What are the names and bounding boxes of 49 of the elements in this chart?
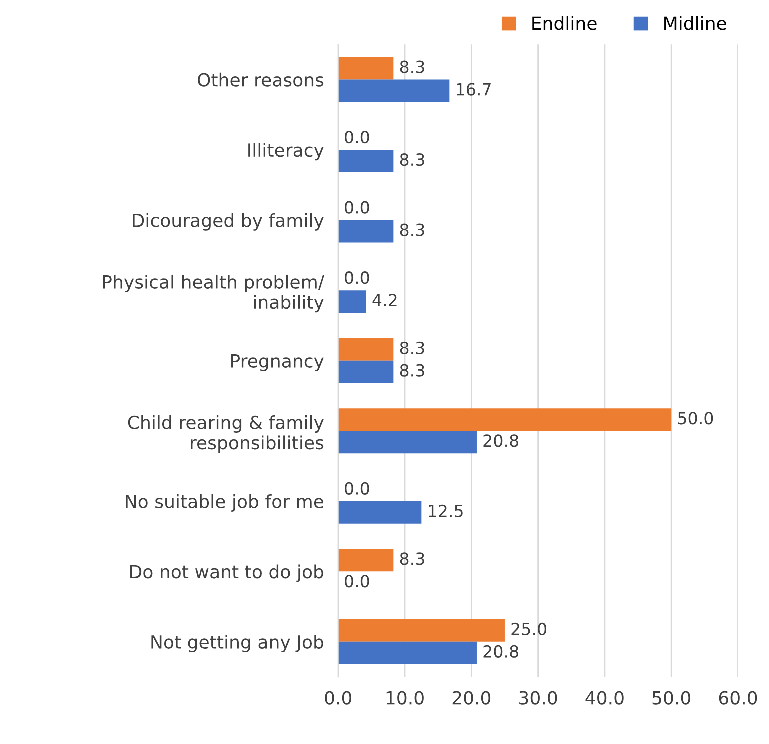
x-tick-label: 30.0: [520, 691, 558, 705]
y-tick-label: Do not want to do job: [130, 564, 324, 582]
y-tick-label: Other reasons: [198, 72, 324, 87]
bar: [338, 360, 394, 384]
data-label: 25.0: [512, 622, 547, 636]
data-label: 0.0: [345, 201, 370, 214]
bar: [338, 501, 422, 524]
bar: [338, 642, 477, 664]
bar: [338, 290, 366, 314]
y-tick-label: Illiteracy: [248, 143, 324, 161]
x-tick-label: 40.0: [586, 691, 624, 705]
data-label: 0.0: [345, 482, 370, 495]
data-label: 20.8: [484, 434, 519, 448]
y-tick-label: Not getting any Job: [152, 635, 324, 653]
bar: [338, 549, 394, 572]
y-tick-label: Child rearing & family responsibilities: [128, 416, 324, 454]
data-label: 8.3: [400, 342, 424, 354]
bar: [338, 338, 394, 361]
y-tick-label: Physical health problem/ inability: [103, 274, 324, 313]
x-tick-label: 60.0: [719, 691, 758, 705]
x-tick-label: 20.0: [452, 691, 491, 705]
data-label: 16.7: [457, 83, 491, 96]
bar: [338, 220, 394, 243]
data-label: 4.2: [372, 294, 397, 306]
bar: [338, 57, 394, 80]
bar: [338, 431, 477, 454]
data-label: 20.8: [484, 645, 519, 658]
bar: [338, 408, 672, 432]
bar: [338, 80, 450, 102]
y-tick-label: Dicouraged by family: [133, 213, 324, 231]
x-tick-label: 0.0: [325, 691, 352, 705]
data-label: 50.0: [678, 412, 714, 425]
data-label: 0.0: [345, 272, 370, 284]
data-label: 0.0: [345, 575, 370, 588]
x-tick-label: 10.0: [386, 691, 424, 705]
data-label: 12.5: [429, 504, 463, 518]
y-tick-label: Pregnancy: [232, 354, 324, 372]
data-label: 8.3: [400, 224, 424, 236]
data-label: 8.3: [400, 154, 424, 166]
x-tick-label: 50.0: [652, 691, 690, 705]
bar: [338, 150, 394, 173]
legend-label: Midline: [664, 16, 726, 30]
data-label: 0.0: [345, 131, 370, 144]
legend-label: Endline: [532, 16, 597, 30]
y-tick-label: No suitable job for me: [126, 494, 324, 512]
data-label: 8.3: [400, 364, 424, 377]
data-label: 8.3: [400, 60, 424, 74]
data-label: 8.3: [400, 552, 424, 566]
bar: [338, 619, 505, 642]
